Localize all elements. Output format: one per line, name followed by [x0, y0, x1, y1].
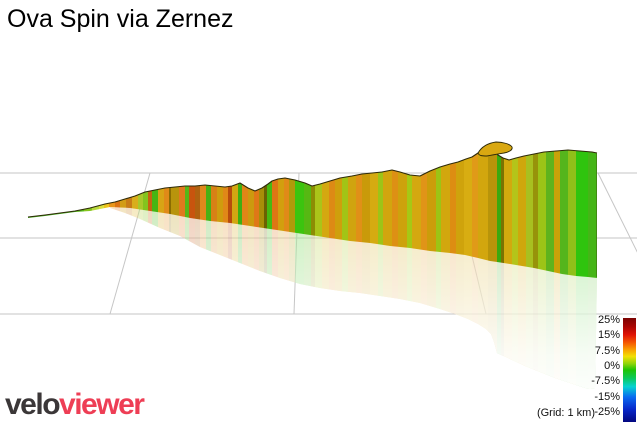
- elevation-outline: [27, 145, 598, 218]
- legend-ticks: 25% 15% 7.5% 0% -7.5% -15% -25%: [591, 314, 620, 418]
- legend-tick-label: -7.5%: [591, 375, 620, 388]
- legend-tick-label: 25%: [597, 314, 620, 326]
- legend-tick-label: 7.5%: [594, 344, 620, 357]
- legend-colorbar: [623, 318, 636, 422]
- veloviewer-logo: veloviewer: [5, 388, 145, 421]
- hairpin-fold: [477, 141, 513, 157]
- legend-tick-label: -25%: [594, 405, 620, 418]
- logo-velo: velo: [5, 388, 61, 421]
- grid-scale-note: (Grid: 1 km): [536, 407, 595, 419]
- legend-tick-label: -15%: [594, 390, 620, 403]
- legend-tick-label: 15%: [597, 329, 620, 342]
- page-title: Ova Spin via Zernez: [7, 5, 234, 33]
- logo-viewer: viewer: [59, 388, 145, 421]
- legend-tick-label: 0%: [604, 359, 620, 372]
